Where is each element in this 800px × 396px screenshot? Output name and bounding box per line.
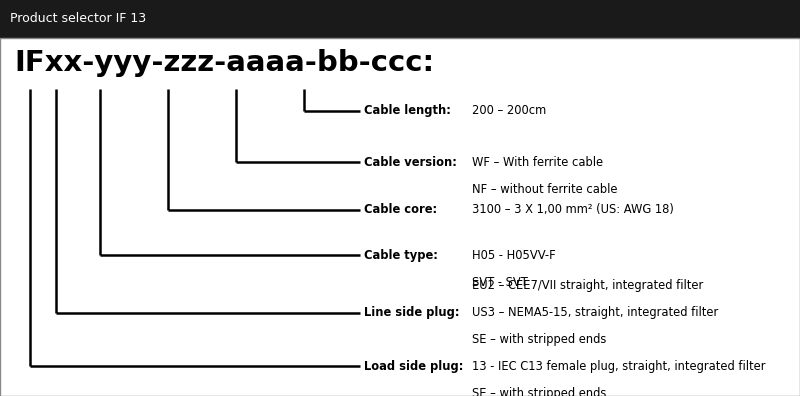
Text: NF – without ferrite cable: NF – without ferrite cable xyxy=(472,183,618,196)
Text: Load side plug:: Load side plug: xyxy=(364,360,463,373)
Text: WF – With ferrite cable: WF – With ferrite cable xyxy=(472,156,603,169)
Text: SE – with stripped ends: SE – with stripped ends xyxy=(472,333,606,346)
Text: SVT - SVT: SVT - SVT xyxy=(472,276,528,289)
Text: SE – with stripped ends: SE – with stripped ends xyxy=(472,387,606,396)
Text: 200 – 200cm: 200 – 200cm xyxy=(472,105,546,117)
Text: IFxx-yyy-zzz-aaaa-bb-ccc:: IFxx-yyy-zzz-aaaa-bb-ccc: xyxy=(14,50,434,77)
Text: US3 – NEMA5-15, straight, integrated filter: US3 – NEMA5-15, straight, integrated fil… xyxy=(472,307,718,319)
Text: Cable type:: Cable type: xyxy=(364,249,438,262)
Text: EU2 – CEE7/VII straight, integrated filter: EU2 – CEE7/VII straight, integrated filt… xyxy=(472,280,703,292)
Text: Cable version:: Cable version: xyxy=(364,156,457,169)
Text: Cable length:: Cable length: xyxy=(364,105,451,117)
Text: Product selector IF 13: Product selector IF 13 xyxy=(10,12,146,25)
Text: H05 - H05VV-F: H05 - H05VV-F xyxy=(472,249,556,262)
Text: Line side plug:: Line side plug: xyxy=(364,307,459,319)
Text: 13 - IEC C13 female plug, straight, integrated filter: 13 - IEC C13 female plug, straight, inte… xyxy=(472,360,766,373)
Text: 3100 – 3 X 1,00 mm² (US: AWG 18): 3100 – 3 X 1,00 mm² (US: AWG 18) xyxy=(472,204,674,216)
Text: Cable core:: Cable core: xyxy=(364,204,437,216)
Bar xyxy=(0,0,800,38)
